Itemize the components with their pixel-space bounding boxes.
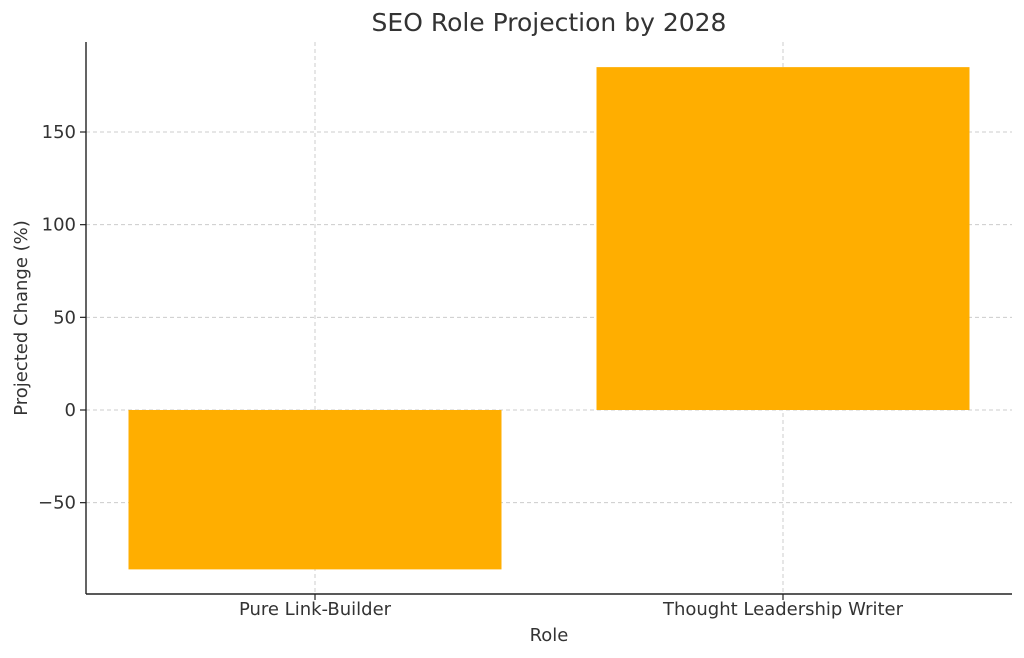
x-axis-ticks: Pure Link-Builder Thought Leadership Writ…: [239, 594, 904, 620]
y-tick-label: 0: [65, 400, 76, 421]
bar-thought-leadership-writer: [596, 67, 970, 410]
bar-pure-link-builder: [128, 410, 502, 570]
y-tick-label: 150: [42, 122, 76, 143]
chart-title: SEO Role Projection by 2028: [372, 8, 727, 37]
x-tick-label: Thought Leadership Writer: [662, 599, 904, 620]
y-tick-label: 100: [42, 215, 76, 236]
y-axis-label: Projected Change (%): [11, 220, 32, 416]
bars: [128, 67, 970, 570]
x-tick-label: Pure Link-Builder: [239, 599, 392, 620]
axes: [85, 42, 1012, 595]
x-axis-label: Role: [530, 625, 569, 646]
y-tick-label: 50: [53, 307, 76, 328]
y-axis-ticks: −50 0 50 100 150: [38, 122, 86, 514]
y-tick-label: −50: [38, 493, 76, 514]
